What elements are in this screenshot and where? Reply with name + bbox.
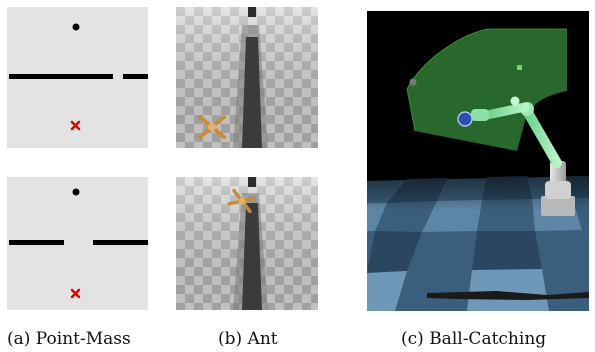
target-marker	[517, 65, 522, 70]
ball-catching-scene	[367, 11, 589, 311]
wall-right	[123, 74, 148, 79]
caption-ant: (b) Ant	[218, 329, 278, 349]
ant-scene-bottom	[176, 177, 318, 310]
ant-icon	[198, 115, 226, 139]
point-mass-panel-bottom	[7, 177, 148, 310]
agent-dot-icon	[72, 188, 80, 196]
point-mass-panel-top	[7, 7, 148, 148]
ant-scene-top	[176, 7, 318, 148]
ball	[457, 111, 473, 127]
wall-left	[9, 240, 64, 245]
checker-floor	[367, 171, 589, 311]
distant-ball	[409, 78, 417, 86]
ant-panel-bottom	[176, 177, 318, 310]
caption-ball-catching: (c) Ball-Catching	[401, 329, 547, 349]
goal-x-icon	[70, 120, 81, 131]
goal-x-icon	[70, 288, 81, 299]
workspace-region	[407, 29, 567, 151]
point-mass-scene-bottom	[7, 177, 148, 310]
wall	[242, 203, 262, 310]
wall-top	[248, 177, 256, 187]
wall-right	[93, 240, 148, 245]
wall-top	[248, 7, 256, 17]
caption-point-mass: (a) Point-Mass	[7, 329, 131, 349]
ant-panel-top	[176, 7, 318, 148]
ball-catching-panel	[367, 11, 589, 311]
agent-dot-icon	[72, 23, 80, 31]
wall	[242, 37, 262, 148]
robot-arm	[471, 96, 575, 216]
ant-icon	[227, 188, 257, 214]
point-mass-scene-top	[7, 7, 148, 148]
wall-left	[9, 74, 113, 79]
